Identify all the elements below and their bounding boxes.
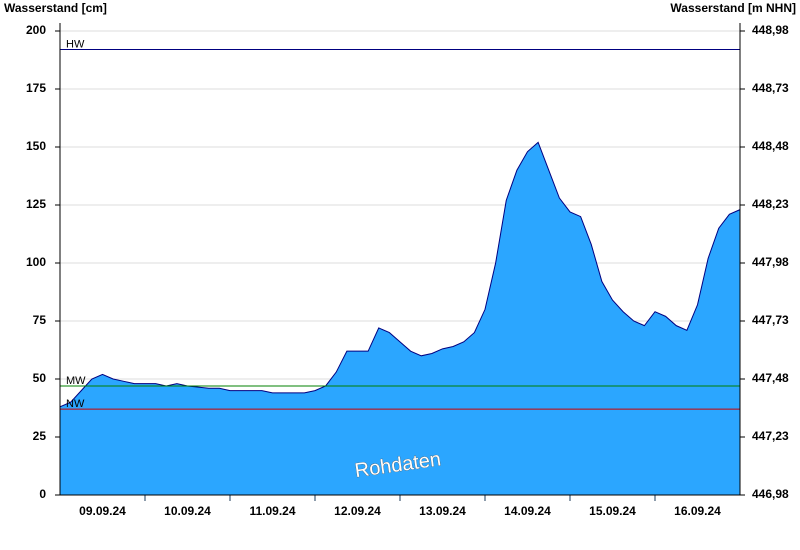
y2-tick-label: 448,73 bbox=[752, 81, 789, 95]
y-tick-label: 75 bbox=[33, 313, 47, 327]
y2-tick-label: 448,48 bbox=[752, 139, 789, 153]
y-tick-label: 125 bbox=[26, 197, 46, 211]
y2-tick-label: 447,98 bbox=[752, 255, 789, 269]
area bbox=[60, 142, 740, 496]
y-tick-label: 200 bbox=[26, 23, 46, 37]
y2-axis-title: Wasserstand [m NHN] bbox=[670, 1, 796, 15]
y2-tick-label: 447,73 bbox=[752, 313, 789, 327]
y2-tick-label: 447,48 bbox=[752, 371, 789, 385]
x-tick-label: 12.09.24 bbox=[334, 504, 381, 518]
y-tick-label: 100 bbox=[26, 255, 46, 269]
y-tick-label: 50 bbox=[33, 371, 47, 385]
reference-label: MW bbox=[66, 375, 86, 387]
x-tick-label: 14.09.24 bbox=[504, 504, 551, 518]
reference-label: HW bbox=[66, 38, 85, 50]
y2-tick-label: 448,23 bbox=[752, 197, 789, 211]
y2-tick-label: 446,98 bbox=[752, 487, 789, 501]
y-tick-label: 150 bbox=[26, 139, 46, 153]
y2-tick-label: 448,98 bbox=[752, 23, 789, 37]
x-tick-label: 11.09.24 bbox=[249, 504, 295, 518]
x-tick-label: 15.09.24 bbox=[589, 504, 636, 518]
x-tick-label: 13.09.24 bbox=[419, 504, 466, 518]
x-tick-label: 10.09.24 bbox=[164, 504, 211, 518]
area-line bbox=[59, 141, 741, 408]
reference-label: NW bbox=[66, 398, 85, 410]
y-tick-label: 25 bbox=[33, 429, 47, 443]
y2-tick-label: 447,23 bbox=[752, 429, 789, 443]
y-axis-title: Wasserstand [cm] bbox=[4, 1, 107, 15]
y-tick-label: 175 bbox=[26, 81, 46, 95]
x-tick-label: 16.09.24 bbox=[674, 504, 721, 518]
x-tick-label: 09.09.24 bbox=[79, 504, 126, 518]
y-tick-label: 0 bbox=[39, 487, 46, 501]
